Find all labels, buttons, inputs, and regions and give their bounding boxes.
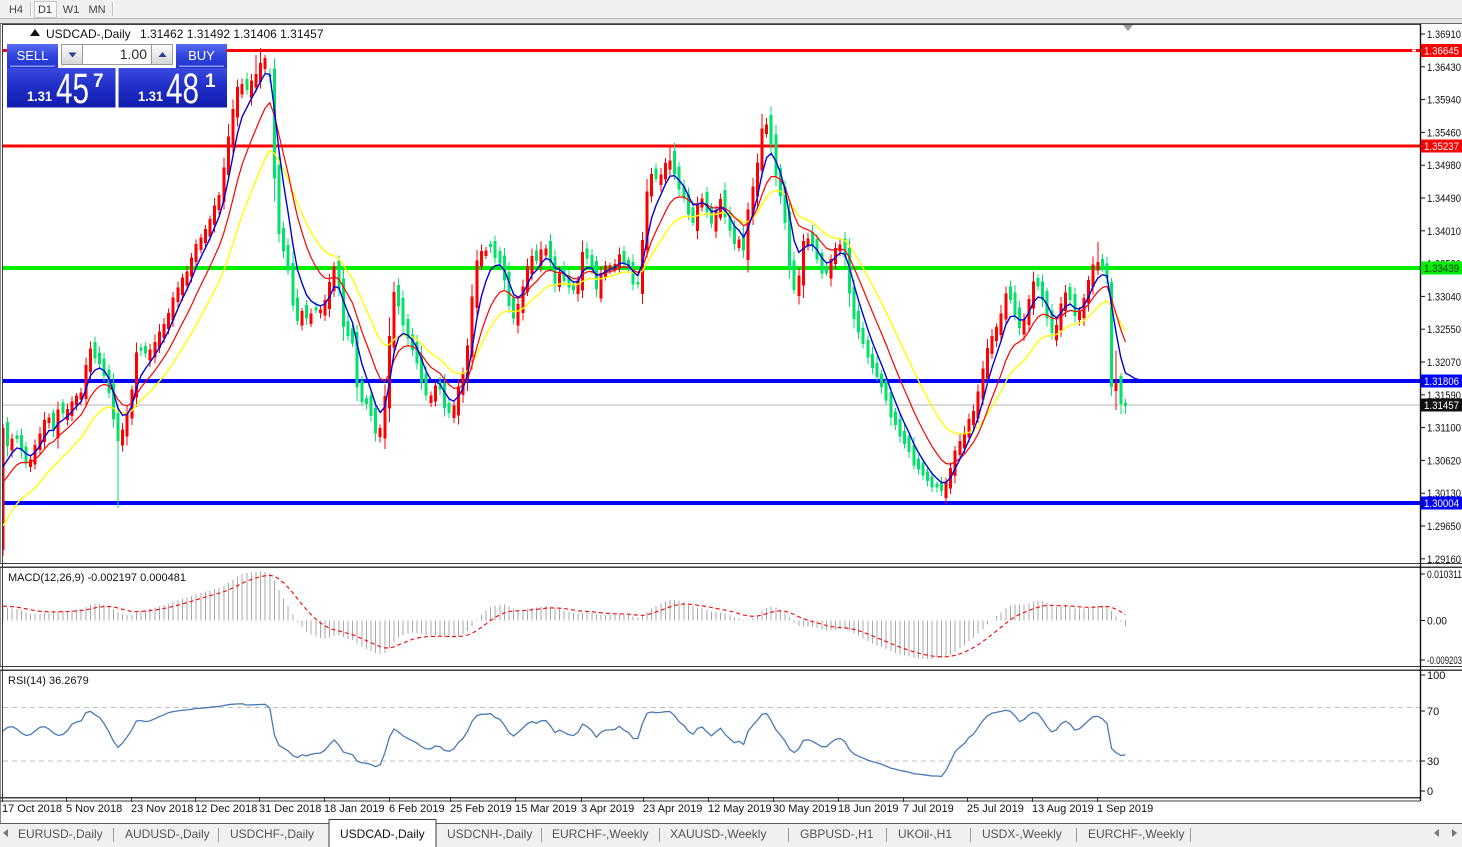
svg-text:1.34980: 1.34980 xyxy=(1427,160,1461,172)
svg-text:EURUSD-,Daily: EURUSD-,Daily xyxy=(18,827,103,841)
svg-text:1.29650: 1.29650 xyxy=(1427,521,1461,533)
svg-text:48: 48 xyxy=(166,65,199,113)
svg-text:AUDUSD-,Daily: AUDUSD-,Daily xyxy=(125,827,210,841)
svg-text:EURCHF-,Weekly: EURCHF-,Weekly xyxy=(552,827,648,841)
svg-text:BUY: BUY xyxy=(188,48,215,63)
svg-text:1.29160: 1.29160 xyxy=(1427,554,1461,566)
svg-text:1.35940: 1.35940 xyxy=(1427,95,1461,107)
svg-text:15 Mar 2019: 15 Mar 2019 xyxy=(515,803,577,815)
svg-text:1.30004: 1.30004 xyxy=(1424,498,1459,510)
svg-text:1.30620: 1.30620 xyxy=(1427,455,1461,467)
svg-text:MN: MN xyxy=(88,4,105,16)
svg-text:-0.009203: -0.009203 xyxy=(1427,655,1462,667)
svg-text:1.31100: 1.31100 xyxy=(1427,423,1461,435)
svg-text:1: 1 xyxy=(205,71,216,92)
svg-text:17 Oct 2018: 17 Oct 2018 xyxy=(2,803,62,815)
svg-text:USDCAD-,Daily: USDCAD-,Daily xyxy=(340,827,425,841)
svg-text:1.34010: 1.34010 xyxy=(1427,226,1461,238)
svg-text:MACD(12,26,9) -0.002197 0.0004: MACD(12,26,9) -0.002197 0.000481 xyxy=(8,572,186,584)
svg-text:1.35237: 1.35237 xyxy=(1424,141,1459,153)
svg-text:1.31462 1.31492 1.31406 1.3145: 1.31462 1.31492 1.31406 1.31457 xyxy=(140,27,324,41)
svg-text:USDCNH-,Daily: USDCNH-,Daily xyxy=(447,827,532,841)
svg-text:23 Apr 2019: 23 Apr 2019 xyxy=(643,803,702,815)
svg-text:1.35460: 1.35460 xyxy=(1427,127,1461,139)
svg-text:1 Sep 2019: 1 Sep 2019 xyxy=(1097,803,1153,815)
svg-text:1.36645: 1.36645 xyxy=(1424,46,1459,58)
svg-text:1.31457: 1.31457 xyxy=(1424,400,1459,412)
svg-text:12 Dec 2018: 12 Dec 2018 xyxy=(195,803,257,815)
svg-text:100: 100 xyxy=(1427,670,1445,682)
svg-text:23 Nov 2018: 23 Nov 2018 xyxy=(131,803,193,815)
svg-text:18 Jun 2019: 18 Jun 2019 xyxy=(838,803,899,815)
svg-text:USDX-,Weekly: USDX-,Weekly xyxy=(982,827,1062,841)
svg-text:1.00: 1.00 xyxy=(120,46,147,62)
svg-text:6 Feb 2019: 6 Feb 2019 xyxy=(389,803,445,815)
svg-text:1.36910: 1.36910 xyxy=(1427,29,1461,41)
svg-text:1.36430: 1.36430 xyxy=(1427,62,1461,74)
svg-text:1.34490: 1.34490 xyxy=(1427,193,1461,205)
svg-text:3 Apr 2019: 3 Apr 2019 xyxy=(581,803,634,815)
svg-text:1.31: 1.31 xyxy=(138,88,163,104)
svg-text:1.32550: 1.32550 xyxy=(1427,324,1461,336)
svg-text:7 Jul 2019: 7 Jul 2019 xyxy=(903,803,954,815)
svg-text:W1: W1 xyxy=(63,4,80,16)
svg-text:0.010311: 0.010311 xyxy=(1427,569,1462,581)
svg-text:45: 45 xyxy=(56,65,89,113)
svg-text:31 Dec 2018: 31 Dec 2018 xyxy=(259,803,321,815)
svg-text:RSI(14) 36.2679: RSI(14) 36.2679 xyxy=(8,675,89,687)
svg-text:USDCHF-,Daily: USDCHF-,Daily xyxy=(230,827,314,841)
svg-text:18 Jan 2019: 18 Jan 2019 xyxy=(324,803,385,815)
svg-text:USDCAD-,Daily: USDCAD-,Daily xyxy=(46,27,131,41)
svg-text:GBPUSD-,H1: GBPUSD-,H1 xyxy=(800,827,874,841)
svg-text:70: 70 xyxy=(1427,706,1439,718)
svg-text:25 Jul 2019: 25 Jul 2019 xyxy=(967,803,1024,815)
svg-text:30 May 2019: 30 May 2019 xyxy=(773,803,837,815)
svg-text:1.33040: 1.33040 xyxy=(1427,291,1461,303)
svg-text:D1: D1 xyxy=(38,4,52,16)
svg-text:12 May 2019: 12 May 2019 xyxy=(708,803,772,815)
svg-text:1.32070: 1.32070 xyxy=(1427,357,1461,369)
svg-text:H4: H4 xyxy=(9,4,23,16)
svg-text:SELL: SELL xyxy=(17,48,49,63)
svg-text:1.31806: 1.31806 xyxy=(1424,376,1459,388)
svg-text:1.31: 1.31 xyxy=(27,88,52,104)
svg-text:0.00: 0.00 xyxy=(1427,616,1447,628)
svg-text:7: 7 xyxy=(93,71,104,92)
svg-text:UKOil-,H1: UKOil-,H1 xyxy=(898,827,952,841)
svg-text:EURCHF-,Weekly: EURCHF-,Weekly xyxy=(1088,827,1184,841)
svg-text:30: 30 xyxy=(1427,756,1439,768)
svg-text:25 Feb 2019: 25 Feb 2019 xyxy=(450,803,512,815)
svg-text:XAUUSD-,Weekly: XAUUSD-,Weekly xyxy=(670,827,766,841)
svg-text:0: 0 xyxy=(1427,786,1433,798)
svg-text:1.33439: 1.33439 xyxy=(1424,263,1459,275)
svg-text:5 Nov 2018: 5 Nov 2018 xyxy=(66,803,122,815)
svg-text:13 Aug 2019: 13 Aug 2019 xyxy=(1032,803,1094,815)
